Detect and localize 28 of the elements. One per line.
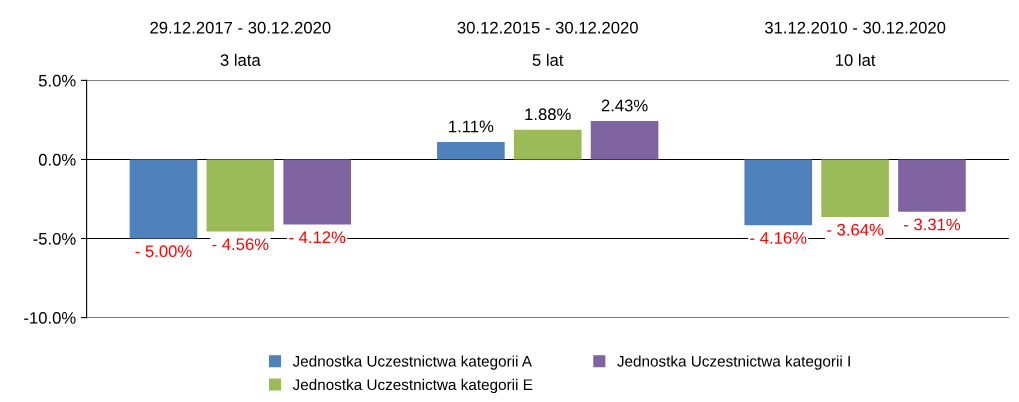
category-label: 30.12.2015 - 30.12.2020 5 lat [457,21,638,66]
y-tick-label: 5.0% [38,74,76,87]
data-label: - 4.56% [212,238,269,251]
data-label: - 3.64% [827,223,884,236]
y-tick-label: -5.0% [33,232,76,245]
data-label: - 3.31% [903,218,961,231]
y-tick-label: -10.0% [24,311,76,324]
bar [744,159,813,226]
category-label: 29.12.2017 - 30.12.2020 3 lata [150,21,331,66]
data-label: - 4.12% [289,231,346,244]
bar [590,121,659,160]
data-label: - 4.16% [750,232,807,244]
y-tick-label: 0.0% [38,153,76,166]
bar [437,141,505,160]
legend-label: Jednostka Uczestnictwa kategorii E [292,378,533,394]
bar [129,159,198,239]
legend-label: Jednostka Uczestnictwa kategorii A [292,355,533,370]
bar [283,159,351,225]
data-label: 2.43% [601,99,648,112]
legend-label: Jednostka Uczestnictwa kategorii I [617,355,850,370]
data-label: 1.88% [525,108,571,121]
bar [206,159,275,232]
category-label: 31.12.2010 - 30.12.2020 10 lat [764,21,946,66]
bar [513,129,582,160]
bar [821,159,889,218]
data-label: - 5.00% [135,245,192,258]
data-label: 1.11% [449,120,494,133]
bar [898,159,966,212]
